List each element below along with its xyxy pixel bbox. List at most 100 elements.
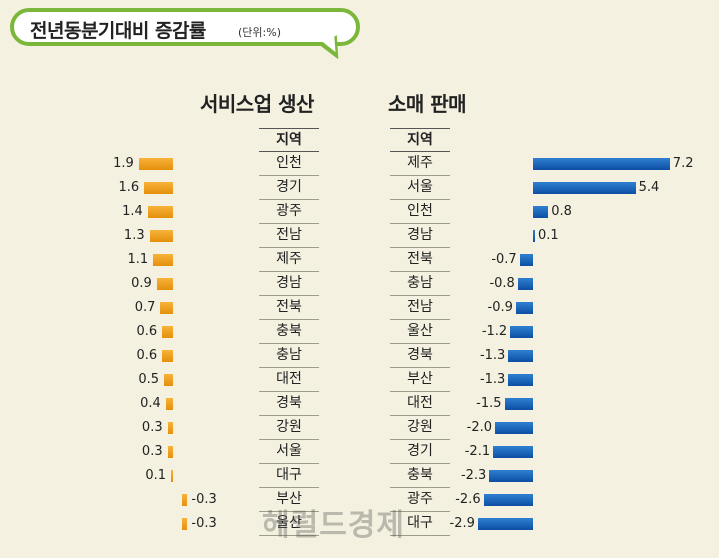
retail-region-label: 경기 bbox=[390, 440, 450, 464]
retail-bar bbox=[477, 518, 533, 530]
service-bar bbox=[138, 158, 173, 170]
retail-region-label: 경남 bbox=[390, 224, 450, 248]
retail-region-label: 대전 bbox=[390, 392, 450, 416]
service-region-label: 광주 bbox=[259, 200, 319, 224]
service-value-label: 1.3 bbox=[123, 228, 145, 243]
retail-bar bbox=[533, 230, 535, 242]
service-bar bbox=[165, 398, 173, 410]
service-bar bbox=[171, 470, 173, 482]
service-region-label: 경남 bbox=[259, 272, 319, 296]
service-region-label: 강원 bbox=[259, 416, 319, 440]
service-value-label: 0.6 bbox=[136, 348, 158, 363]
retail-region-label: 인천 bbox=[390, 200, 450, 224]
retail-value-label: -2.3 bbox=[460, 468, 487, 483]
retail-value-label: -0.9 bbox=[487, 300, 513, 315]
service-value-label: -0.3 bbox=[191, 516, 217, 531]
retail-region-label: 경북 bbox=[390, 344, 450, 368]
service-value-label: 1.9 bbox=[113, 156, 134, 171]
service-bar bbox=[144, 182, 173, 194]
retail-region-label: 전북 bbox=[390, 248, 450, 272]
retail-value-label: -1.3 bbox=[479, 348, 506, 363]
service-bar bbox=[149, 230, 173, 242]
retail-value-label: -2.6 bbox=[455, 492, 481, 507]
service-value-label: 0.1 bbox=[145, 468, 166, 483]
service-value-label: 1.6 bbox=[118, 180, 140, 195]
service-bar bbox=[182, 494, 188, 506]
retail-bar bbox=[508, 374, 533, 386]
retail-bar bbox=[533, 182, 636, 194]
service-value-label: 0.3 bbox=[141, 420, 163, 435]
service-region-label: 충북 bbox=[259, 320, 319, 344]
service-region-label: 서울 bbox=[259, 440, 319, 464]
retail-value-label: -1.3 bbox=[479, 372, 506, 387]
service-bar bbox=[182, 518, 188, 530]
retail-bar bbox=[483, 494, 533, 506]
retail-value-label: 7.2 bbox=[672, 156, 694, 171]
retail-value-label: -0.8 bbox=[489, 276, 515, 291]
service-bar bbox=[153, 254, 173, 266]
retail-value-label: 5.4 bbox=[638, 180, 660, 195]
service-region-label: 경기 bbox=[259, 176, 319, 200]
chart-title: 전년동분기대비 증감률 bbox=[30, 20, 206, 42]
retail-bar bbox=[489, 470, 533, 482]
retail-bar bbox=[504, 398, 533, 410]
service-value-label: 0.6 bbox=[136, 324, 158, 339]
retail-bar bbox=[495, 422, 533, 434]
retail-bar bbox=[508, 350, 533, 362]
service-bar bbox=[167, 446, 173, 458]
retail-region-label: 대구 bbox=[390, 512, 450, 536]
retail-region-label: 충북 bbox=[390, 464, 450, 488]
service-bar bbox=[147, 206, 173, 218]
retail-region-label: 부산 bbox=[390, 368, 450, 392]
retail-value-label: -2.1 bbox=[464, 444, 491, 459]
retail-region-label: 전남 bbox=[390, 296, 450, 320]
unit-label: (단위:%) bbox=[238, 26, 281, 39]
retail-value-label: 0.8 bbox=[551, 204, 572, 219]
retail-bar bbox=[533, 206, 549, 218]
service-value-label: 0.7 bbox=[134, 300, 156, 315]
service-region-label: 경북 bbox=[259, 392, 319, 416]
retail-region-label: 서울 bbox=[390, 176, 450, 200]
service-bar bbox=[156, 278, 173, 290]
service-bar bbox=[164, 374, 173, 386]
service-region-label: 대구 bbox=[259, 464, 319, 488]
service-value-label: 0.5 bbox=[138, 372, 159, 387]
service-value-label: 0.4 bbox=[140, 396, 161, 411]
retail-region-label: 제주 bbox=[390, 152, 450, 176]
watermark: 헤럴드경제 bbox=[262, 508, 405, 543]
retail-value-label: -2.9 bbox=[449, 516, 475, 531]
service-region-label: 충남 bbox=[259, 344, 319, 368]
service-bar bbox=[160, 302, 173, 314]
retail-value-label: -1.5 bbox=[476, 396, 502, 411]
service-value-label: 0.3 bbox=[141, 444, 163, 459]
retail-column-header: 지역 bbox=[390, 128, 450, 152]
retail-value-label: -2.0 bbox=[466, 420, 492, 435]
service-value-label: 1.1 bbox=[127, 252, 149, 267]
retail-bar bbox=[519, 254, 533, 266]
retail-region-label: 강원 bbox=[390, 416, 450, 440]
retail-bar bbox=[533, 158, 670, 170]
retail-bar bbox=[493, 446, 533, 458]
service-value-label: -0.3 bbox=[191, 492, 217, 507]
retail-bar bbox=[515, 302, 533, 314]
service-region-label: 부산 bbox=[259, 488, 319, 512]
service-region-label: 전남 bbox=[259, 224, 319, 248]
service-section-title: 서비스업 생산 bbox=[200, 92, 314, 116]
service-value-label: 1.4 bbox=[122, 204, 143, 219]
service-region-label: 울산 bbox=[259, 512, 319, 536]
retail-value-label: -0.7 bbox=[491, 252, 517, 267]
service-region-label: 대전 bbox=[259, 368, 319, 392]
retail-section-title: 소매 판매 bbox=[388, 92, 467, 116]
service-region-label: 인천 bbox=[259, 152, 319, 176]
retail-value-label: -1.2 bbox=[481, 324, 508, 339]
service-region-label: 제주 bbox=[259, 248, 319, 272]
service-region-label: 전북 bbox=[259, 296, 319, 320]
title-bubble bbox=[10, 8, 360, 46]
retail-region-label: 충남 bbox=[390, 272, 450, 296]
retail-region-label: 울산 bbox=[390, 320, 450, 344]
service-bar bbox=[167, 422, 173, 434]
retail-value-label: 0.1 bbox=[538, 228, 559, 243]
service-bar bbox=[162, 326, 173, 338]
service-column-header: 지역 bbox=[259, 128, 319, 152]
